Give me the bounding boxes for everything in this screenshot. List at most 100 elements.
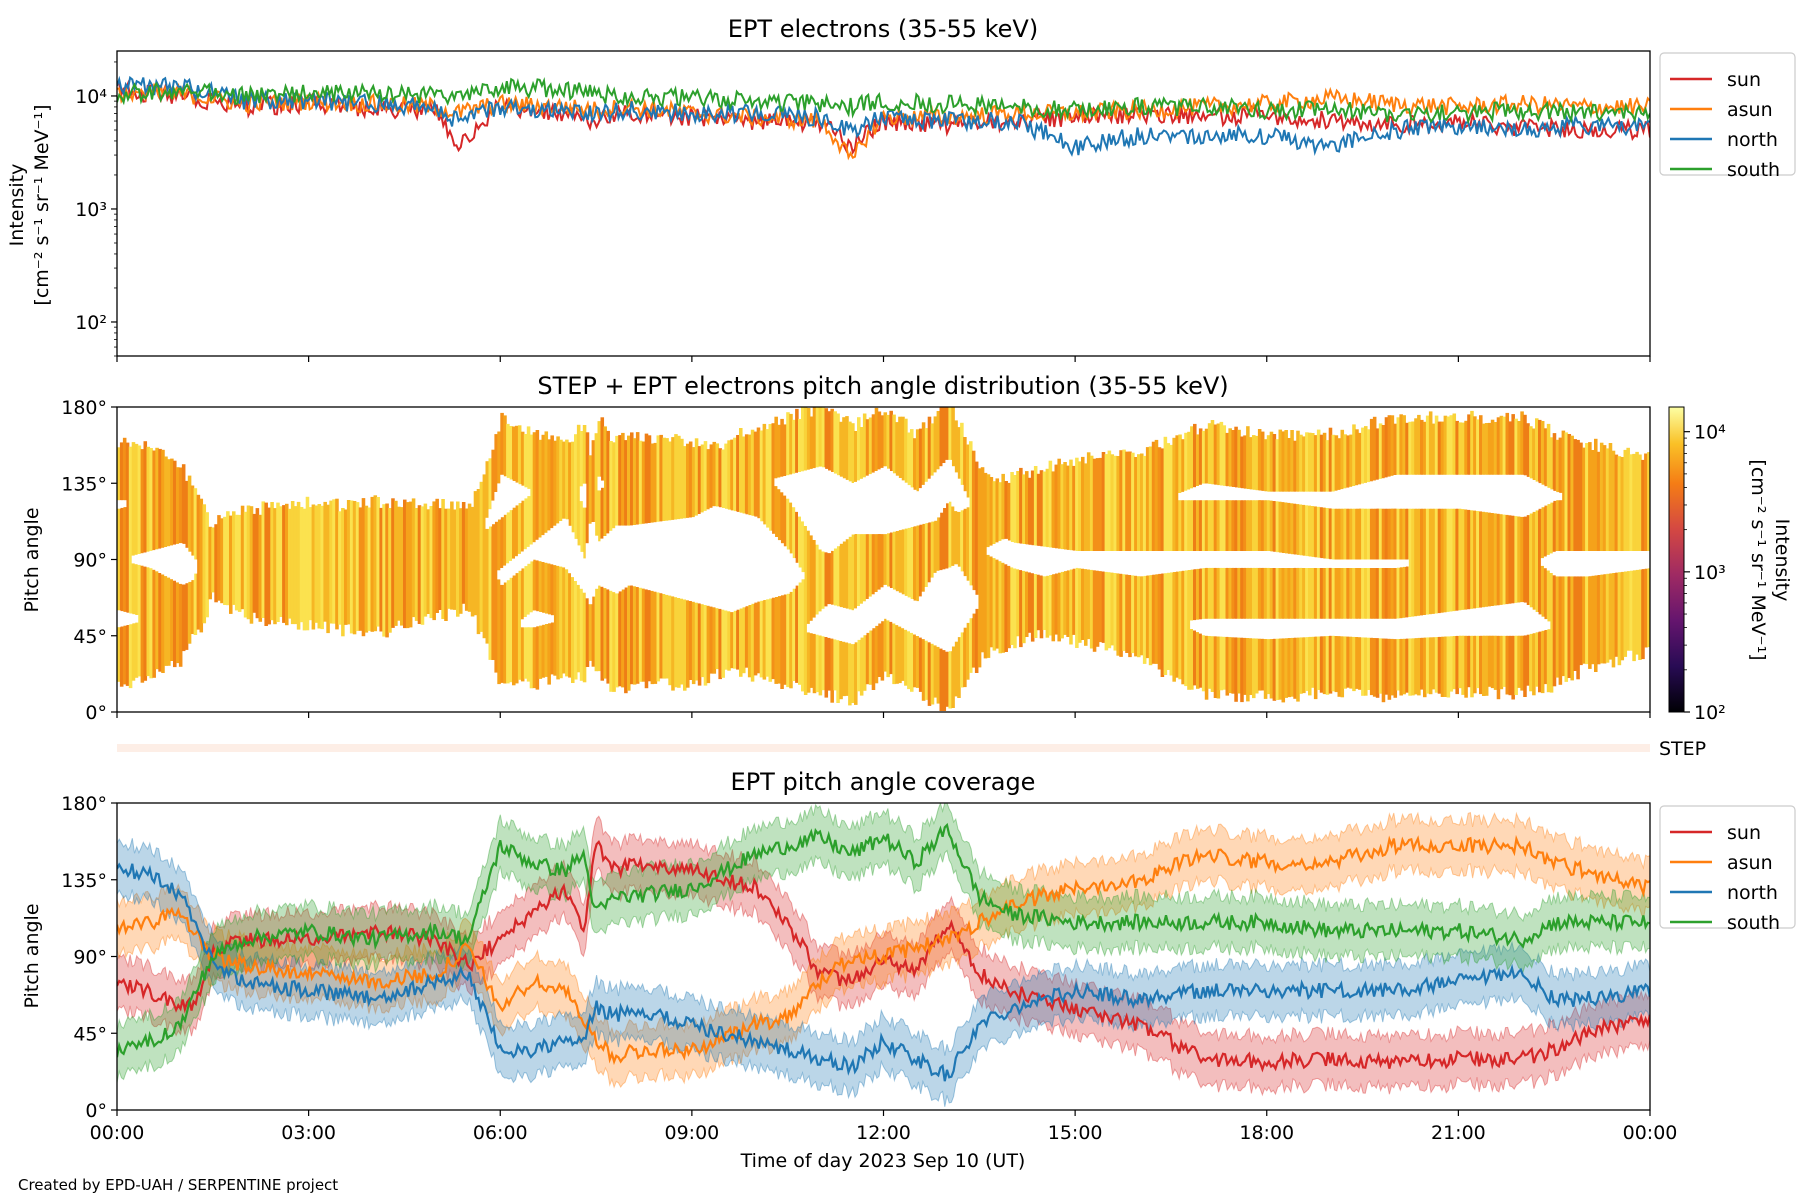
footer-credit: Created by EPD-UAH / SERPENTINE project (18, 1176, 338, 1194)
pad-gap (1098, 551, 1103, 572)
pad-cell (264, 502, 268, 626)
pad-cell (326, 504, 330, 634)
pad-cell (1626, 447, 1630, 651)
pad-gap (727, 509, 731, 612)
pad-gap (1532, 480, 1536, 512)
pad-cell (240, 505, 245, 610)
pad-cell (1240, 436, 1244, 703)
pad-gap (913, 600, 917, 635)
pad-gap (541, 612, 546, 625)
pad-cell (320, 505, 324, 630)
pad-cell (1072, 465, 1076, 635)
pad-cell (1081, 456, 1085, 640)
pad-gap (1487, 606, 1492, 636)
pad-gap (650, 522, 655, 591)
pad-cell (809, 416, 814, 688)
pad-gap (1308, 491, 1312, 506)
pad-gap (1172, 551, 1176, 572)
coverage-xlabel: Time of day 2023 Sep 10 (UT) (740, 1150, 1026, 1172)
pad-cell (385, 503, 389, 638)
pad-cell (830, 408, 834, 703)
intensity-line-sun (117, 79, 1650, 155)
pad-gap (1543, 556, 1548, 569)
pad-gap (609, 530, 613, 591)
pad-gap (1281, 618, 1286, 639)
pad-cell (1122, 449, 1126, 651)
pad-cell (1402, 415, 1406, 695)
pad-cell (432, 501, 436, 621)
pad-gap (1511, 603, 1515, 636)
pad-cell (464, 508, 469, 611)
legend-label-north: north (1727, 129, 1778, 151)
pad-gap (859, 603, 864, 638)
pad-gap (1546, 487, 1551, 505)
pad-gap (1420, 615, 1424, 638)
pad-cell (948, 407, 952, 709)
pad-gap (1647, 551, 1650, 569)
pad-gap (1246, 551, 1250, 568)
pad-gap (1443, 612, 1448, 637)
legend-label-sun: sun (1727, 69, 1761, 91)
pad-gap (1269, 491, 1274, 501)
pad-gap (792, 473, 796, 508)
pad-gap (786, 475, 790, 499)
pad-cell (447, 508, 451, 609)
pad-gap (1458, 474, 1462, 509)
pad-gap (1222, 618, 1227, 637)
pad-gap (1184, 551, 1188, 571)
pad-cell (1355, 429, 1359, 689)
colorbar-tick-label: 10⁴ (1694, 422, 1726, 444)
pad-gap (939, 466, 944, 513)
pad-gap (1039, 546, 1044, 576)
pad-cell (441, 499, 445, 619)
pad-gap (1349, 618, 1353, 637)
pad-cell (983, 472, 988, 659)
pad-gap (1464, 609, 1468, 636)
pad-gap (597, 541, 602, 586)
pad-cell (299, 507, 304, 623)
pad-gap (780, 543, 784, 596)
pad-gap (830, 604, 834, 639)
pad-gap (1252, 489, 1256, 501)
pad-cell (1458, 422, 1462, 689)
pad-gap (868, 596, 873, 631)
pad-gap (1437, 613, 1442, 637)
pad-cell (842, 417, 846, 697)
pad-cell (296, 501, 301, 630)
pad-gap (529, 612, 534, 628)
pad-cell (1399, 414, 1403, 696)
pad-cell (1098, 457, 1103, 643)
pad-gap (1361, 559, 1365, 568)
pad-gap (969, 585, 973, 619)
pad-gap (1204, 483, 1209, 501)
pad-gap (173, 544, 177, 581)
pad-gap (1316, 557, 1321, 568)
pad-cell (1420, 419, 1424, 690)
pad-cell (1543, 428, 1548, 685)
colorbar-tick-label: 10² (1694, 702, 1726, 724)
pad-cell (868, 417, 873, 685)
pad-gap (1198, 551, 1203, 569)
pad-gap (1599, 551, 1604, 575)
pad-gap (715, 506, 720, 609)
pad-cell (945, 407, 949, 707)
pad-gap (901, 594, 905, 629)
pad-cell (220, 518, 224, 604)
colorbar-tick-label: 10³ (1694, 562, 1726, 584)
pad-cell (1484, 423, 1489, 696)
pad-gap (1128, 551, 1132, 575)
pad-gap (1322, 558, 1327, 568)
pad-cell (1387, 415, 1392, 700)
pad-gap (1252, 551, 1256, 568)
pad-gap (1196, 619, 1200, 633)
pad-gap (553, 525, 557, 566)
pad-cell (795, 408, 799, 683)
pad-gap (806, 623, 811, 633)
pad-gap (1036, 545, 1041, 575)
pad-gap (1252, 618, 1256, 639)
pad-gap (824, 606, 829, 637)
pad-gap (1508, 474, 1513, 516)
pad-gap (1405, 474, 1409, 509)
pad-gap (1137, 551, 1141, 577)
pad-cell (217, 515, 221, 601)
